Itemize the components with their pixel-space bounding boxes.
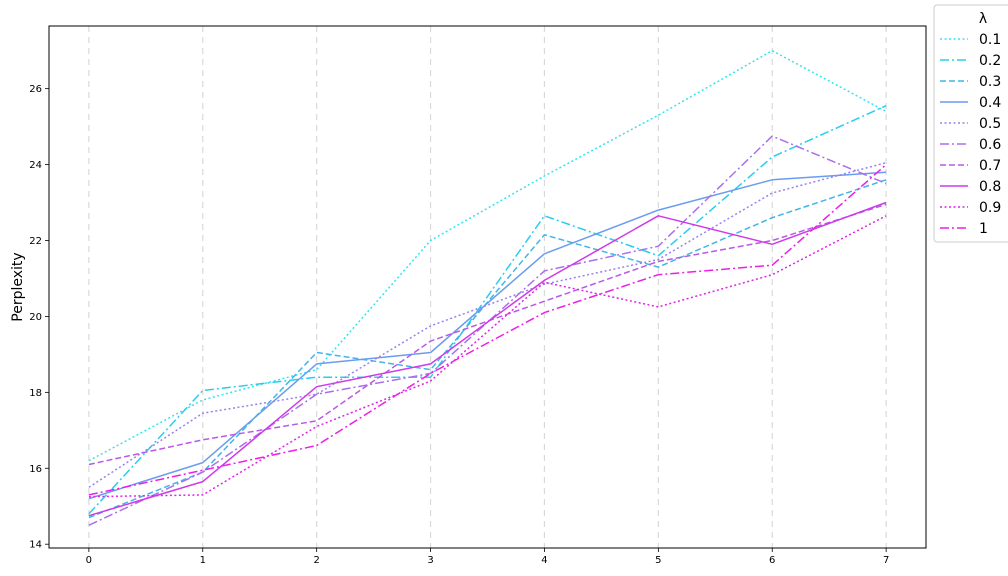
legend-items: 0.1 0.2 0.3 0.4 0.5 0.6 0.7 0.8 0.9 1: [940, 32, 1001, 237]
series-line-0.1: [88, 49, 887, 462]
x-tick-label: 0: [86, 555, 92, 566]
y-tick-label: 16: [29, 464, 42, 475]
y-axis-ticks: 14 16 18 20 22 24 26: [29, 84, 49, 551]
grid-lines: [88, 26, 887, 548]
legend-label: 0.7: [979, 158, 1001, 174]
legend-label: 0.9: [979, 200, 1001, 216]
x-tick-label: 3: [427, 555, 433, 566]
y-tick-label: 24: [29, 160, 42, 171]
series-line-0.7: [88, 203, 887, 466]
plot-frame: [48, 25, 927, 549]
y-tick-label: 18: [29, 388, 42, 399]
legend-label: 0.6: [979, 137, 1001, 153]
series-lines: [88, 49, 887, 526]
series-line-0.9: [88, 215, 887, 498]
legend-label: 0.5: [979, 116, 1001, 132]
x-tick-label: 5: [655, 555, 661, 566]
legend-label: 0.4: [979, 95, 1001, 111]
legend-label: 0.3: [979, 74, 1001, 90]
y-tick-label: 26: [29, 84, 42, 95]
y-tick-label: 14: [29, 540, 42, 551]
x-tick-label: 7: [883, 555, 889, 566]
legend-box: [933, 4, 1008, 243]
series-line-1: [88, 164, 887, 496]
y-tick-label: 20: [29, 312, 42, 323]
x-tick-label: 4: [541, 555, 547, 566]
x-axis-ticks: 0 1 2 3 4 5 6 7: [86, 548, 889, 566]
series-line-0.2: [88, 105, 887, 515]
y-axis-label: Perplexity: [10, 252, 26, 321]
series-line-0.3: [88, 179, 887, 519]
x-tick-label: 1: [200, 555, 206, 566]
legend[interactable]: λ 0.1 0.2 0.3 0.4 0.5 0.6 0.7 0.8 0.9 1: [933, 4, 1008, 243]
legend-label: 1: [979, 221, 988, 237]
legend-label: 0.1: [979, 32, 1001, 48]
series-line-0.6: [88, 135, 887, 526]
x-tick-label: 2: [313, 555, 319, 566]
legend-label: 0.2: [979, 53, 1001, 69]
legend-title: λ: [979, 11, 987, 27]
series-line-0.4: [88, 171, 887, 500]
legend-label: 0.8: [979, 179, 1001, 195]
x-tick-label: 6: [769, 555, 775, 566]
y-tick-label: 22: [29, 236, 42, 247]
